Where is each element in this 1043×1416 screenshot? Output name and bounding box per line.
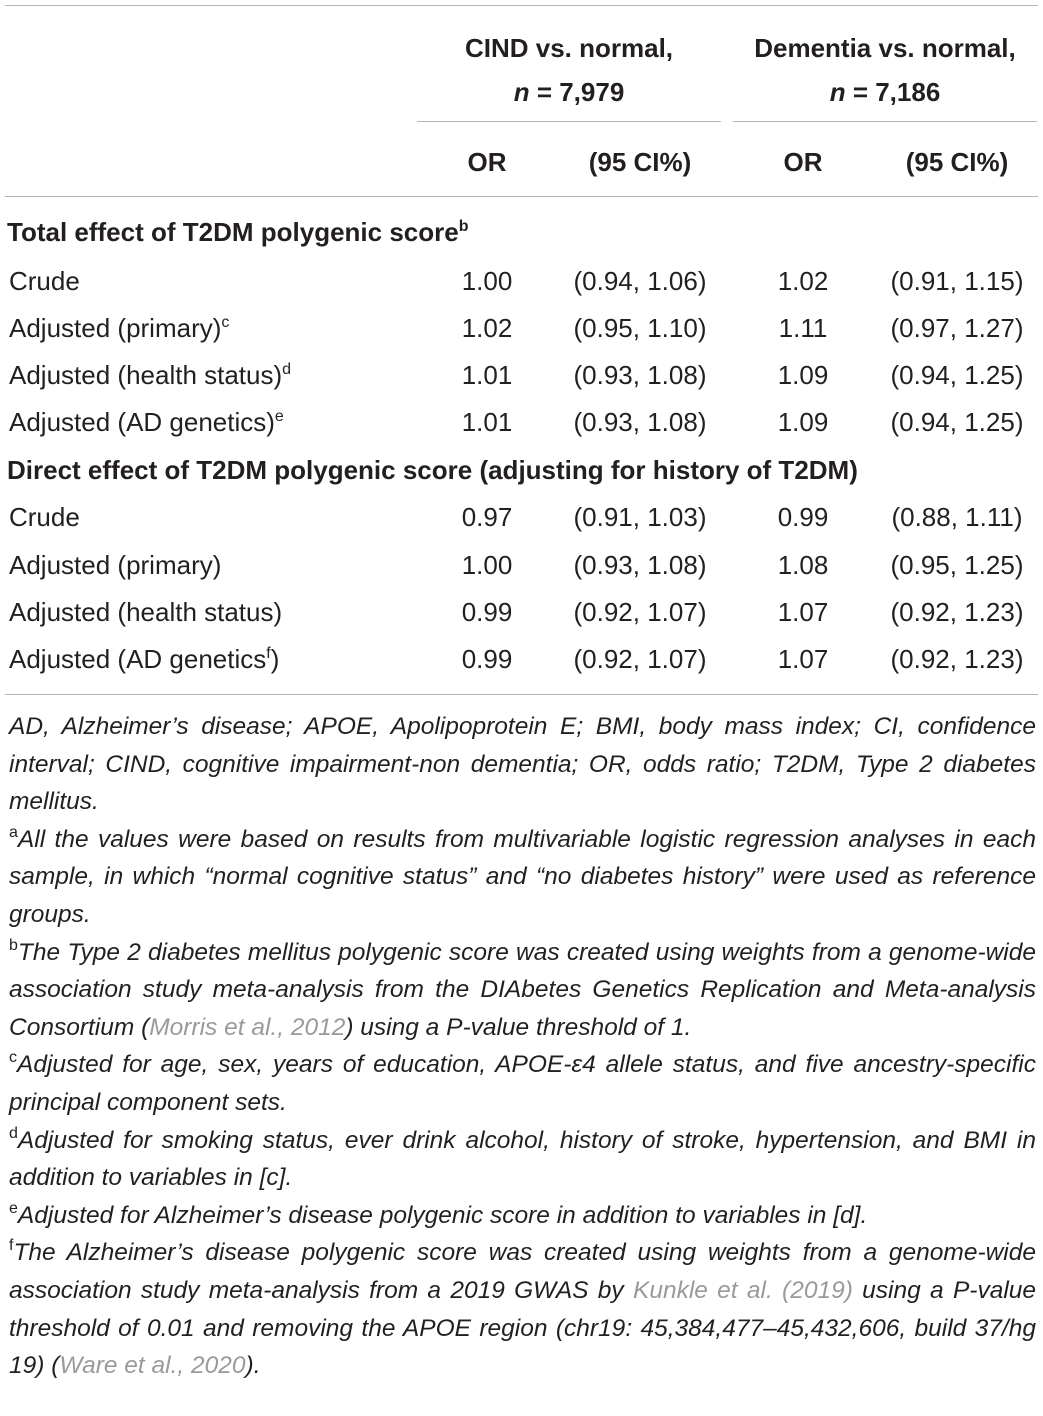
dementia-ci-cell: (0.91, 1.15) bbox=[890, 266, 1024, 296]
cind-or-cell: 0.97 bbox=[461, 502, 513, 532]
cind-ci-cell: (0.91, 1.03) bbox=[573, 502, 707, 532]
cind-ci-header: (95 CI%) bbox=[588, 147, 692, 177]
cind-group-rule bbox=[417, 121, 721, 122]
table-row: Adjusted (primary)c 1.02 (0.95, 1.10) 1.… bbox=[0, 312, 1043, 360]
dementia-or-cell: 1.11 bbox=[778, 313, 828, 343]
dementia-group-header: Dementia vs. normal, n = 7,186 bbox=[733, 26, 1037, 114]
row-label: Crude bbox=[9, 266, 80, 296]
dementia-ci-cell: (0.94, 1.25) bbox=[890, 360, 1024, 390]
cind-or-cell: 1.01 bbox=[461, 407, 513, 437]
table-row: Adjusted (primary) 1.00 (0.93, 1.08) 1.0… bbox=[0, 549, 1043, 597]
row-label: Adjusted (health status)d bbox=[9, 360, 292, 390]
table-row: Adjusted (AD genetics)e 1.01 (0.93, 1.08… bbox=[0, 406, 1043, 454]
dementia-or-cell: 0.99 bbox=[777, 502, 829, 532]
section-title-direct-effect: Direct effect of T2DM polygenic score (a… bbox=[7, 455, 858, 485]
dementia-or-cell: 1.08 bbox=[777, 550, 829, 580]
dementia-ci-cell: (0.92, 1.23) bbox=[890, 597, 1024, 627]
footnote-f: fThe Alzheimer’s disease polygenic score… bbox=[9, 1237, 1037, 1380]
cind-ci-cell: (0.95, 1.10) bbox=[573, 313, 707, 343]
cind-n: n = 7,979 bbox=[513, 77, 625, 107]
dementia-or-cell: 1.09 bbox=[777, 360, 829, 390]
table-top-rule bbox=[5, 5, 1038, 6]
cind-ci-cell: (0.92, 1.07) bbox=[573, 644, 707, 674]
table-footnotes: AD, Alzheimer’s disease; APOE, Apolipopr… bbox=[9, 708, 1036, 1385]
header-bottom-rule bbox=[5, 196, 1038, 197]
cind-or-cell: 1.02 bbox=[461, 313, 513, 343]
table-row: Adjusted (health status)d 1.01 (0.93, 1.… bbox=[0, 359, 1043, 407]
table-row: Crude 0.97 (0.91, 1.03) 0.99 (0.88, 1.11… bbox=[0, 501, 1043, 549]
reference-link[interactable]: Ware et al., 2020 bbox=[59, 1352, 246, 1380]
dementia-ci-cell: (0.92, 1.23) bbox=[890, 644, 1024, 674]
table-row: Adjusted (AD geneticsf) 0.99 (0.92, 1.07… bbox=[0, 643, 1043, 691]
cind-ci-cell: (0.93, 1.08) bbox=[573, 550, 707, 580]
row-label: Adjusted (primary) bbox=[9, 550, 222, 580]
cind-or-cell: 1.01 bbox=[461, 360, 513, 390]
cind-or-cell: 1.00 bbox=[461, 550, 513, 580]
cind-ci-cell: (0.93, 1.08) bbox=[573, 407, 707, 437]
cind-group-header: CIND vs. normal, n = 7,979 bbox=[417, 26, 721, 114]
table-row: Crude 1.00 (0.94, 1.06) 1.02 (0.91, 1.15… bbox=[0, 265, 1043, 313]
row-label: Adjusted (AD genetics)e bbox=[9, 407, 284, 437]
cind-title: CIND vs. normal, bbox=[464, 33, 674, 63]
dementia-or-header: OR bbox=[783, 147, 823, 177]
column-header-row: OR (95 CI%) OR (95 CI%) bbox=[0, 146, 1043, 194]
dementia-n: n = 7,186 bbox=[829, 77, 941, 107]
dementia-or-cell: 1.09 bbox=[777, 407, 829, 437]
footnote-e: eAdjusted for Alzheimer’s disease polyge… bbox=[9, 1199, 868, 1229]
cind-or-cell: 0.99 bbox=[461, 644, 513, 674]
dementia-title: Dementia vs. normal, bbox=[754, 33, 1016, 63]
section-title-total-effect: Total effect of T2DM polygenic scoreb bbox=[7, 217, 469, 247]
dementia-ci-header: (95 CI%) bbox=[905, 147, 1009, 177]
dementia-ci-cell: (0.95, 1.25) bbox=[890, 550, 1024, 580]
dementia-or-cell: 1.07 bbox=[777, 644, 829, 674]
row-label: Adjusted (primary)c bbox=[9, 313, 230, 343]
reference-link[interactable]: Kunkle et al. (2019) bbox=[632, 1276, 853, 1304]
cind-ci-cell: (0.94, 1.06) bbox=[573, 266, 707, 296]
row-label: Adjusted (health status) bbox=[9, 597, 283, 627]
dementia-or-cell: 1.07 bbox=[777, 597, 829, 627]
footnote-a: aAll the values were based on results fr… bbox=[9, 823, 1036, 928]
table-bottom-rule bbox=[5, 694, 1038, 695]
table-row: Adjusted (health status) 0.99 (0.92, 1.0… bbox=[0, 596, 1043, 644]
cind-or-header: OR bbox=[467, 147, 507, 177]
dementia-group-rule bbox=[733, 121, 1037, 122]
reference-link[interactable]: Morris et al., 2012 bbox=[149, 1013, 346, 1041]
dementia-or-cell: 1.02 bbox=[777, 266, 829, 296]
row-label: Adjusted (AD geneticsf) bbox=[9, 644, 280, 674]
cind-or-cell: 1.00 bbox=[461, 266, 513, 296]
dementia-ci-cell: (0.97, 1.27) bbox=[890, 313, 1024, 343]
cind-ci-cell: (0.92, 1.07) bbox=[573, 597, 707, 627]
dementia-ci-cell: (0.94, 1.25) bbox=[890, 407, 1024, 437]
footnote-c: cAdjusted for age, sex, years of educati… bbox=[9, 1049, 1036, 1116]
row-label: Crude bbox=[9, 502, 80, 532]
footnote-d: dAdjusted for smoking status, ever drink… bbox=[9, 1124, 1036, 1192]
dementia-ci-cell: (0.88, 1.11) bbox=[891, 502, 1023, 532]
cind-ci-cell: (0.93, 1.08) bbox=[573, 360, 707, 390]
cind-or-cell: 0.99 bbox=[461, 597, 513, 627]
footnote-abbreviations: AD, Alzheimer’s disease; APOE, Apolipopr… bbox=[9, 713, 1036, 816]
footnote-b: bThe Type 2 diabetes mellitus polygenic … bbox=[9, 936, 1036, 1041]
